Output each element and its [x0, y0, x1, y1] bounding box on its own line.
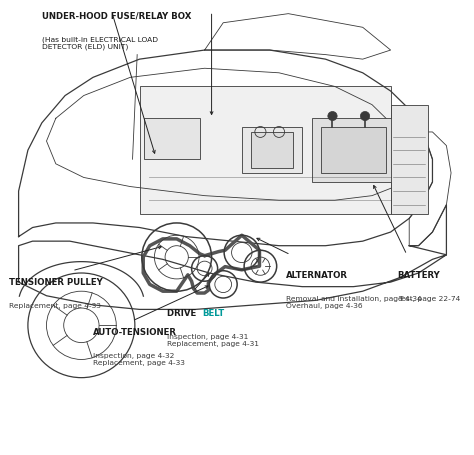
FancyBboxPatch shape — [139, 86, 391, 214]
Bar — [311, 118, 395, 182]
Text: ALTERNATOR: ALTERNATOR — [286, 271, 348, 280]
Text: BATTERY: BATTERY — [398, 271, 440, 280]
Text: DRIVE: DRIVE — [167, 309, 200, 318]
Text: BELT: BELT — [202, 309, 225, 318]
Bar — [391, 105, 428, 214]
Text: Test, page 22-74: Test, page 22-74 — [398, 296, 460, 302]
Text: (Has built-in ELECTRICAL LOAD
DETECTOR (ELD) UNIT): (Has built-in ELECTRICAL LOAD DETECTOR (… — [42, 36, 158, 51]
Text: Inspection, page 4-32
Replacement, page 4-33: Inspection, page 4-32 Replacement, page … — [93, 353, 185, 366]
Text: Replacement, page 4-33: Replacement, page 4-33 — [9, 303, 101, 308]
Text: AUTO-TENSIONER: AUTO-TENSIONER — [93, 328, 177, 337]
Circle shape — [328, 111, 337, 121]
Text: Inspection, page 4-31
Replacement, page 4-31: Inspection, page 4-31 Replacement, page … — [167, 334, 259, 348]
Text: Removal and Installation, page 4-34
Overhaul, page 4-36: Removal and Installation, page 4-34 Over… — [286, 296, 421, 309]
Text: UNDER-HOOD FUSE/RELAY BOX: UNDER-HOOD FUSE/RELAY BOX — [42, 11, 191, 20]
Text: TENSIONER PULLEY: TENSIONER PULLEY — [9, 278, 103, 287]
Bar — [251, 132, 293, 168]
Bar — [242, 127, 302, 173]
Bar — [144, 118, 200, 159]
Circle shape — [360, 111, 370, 121]
Bar — [321, 127, 386, 173]
